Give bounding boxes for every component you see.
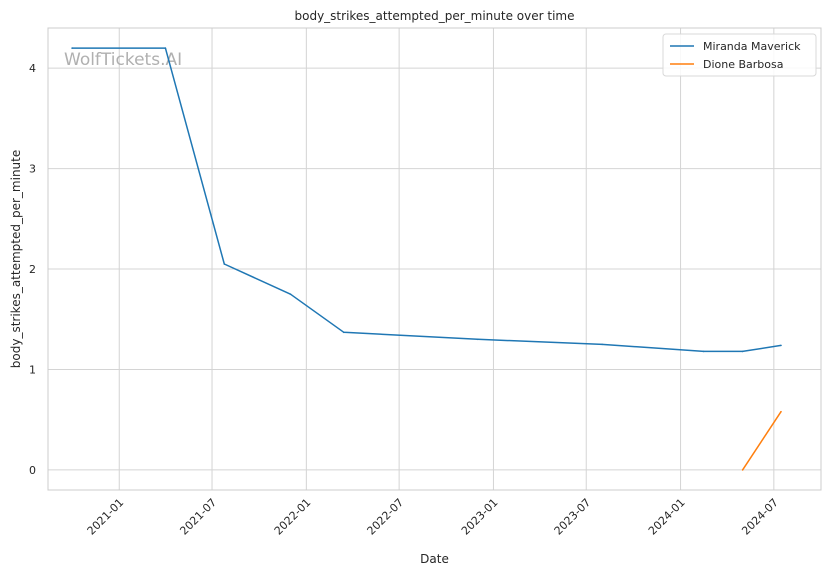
data-point-miranda-maverick [780, 344, 782, 347]
series-line-dione-barbosa [741, 411, 782, 471]
data-point-miranda-maverick [223, 263, 226, 265]
x-axis-title: Date [420, 552, 449, 566]
series-layer [71, 47, 782, 471]
y-tick-label: 0 [29, 464, 36, 477]
data-point-miranda-maverick [289, 293, 292, 295]
data-point-miranda-maverick [741, 350, 744, 353]
watermark: WolfTickets.AI [64, 50, 182, 70]
data-point-dione-barbosa [780, 410, 782, 413]
plot-area-frame [47, 27, 822, 491]
y-tick-label: 2 [29, 263, 36, 276]
chart-title: body_strikes_attempted_per_minute over t… [295, 9, 575, 23]
y-tick-label: 3 [29, 163, 36, 176]
legend-label-dione-barbosa: Dione Barbosa [703, 58, 784, 71]
y-axis-ticks: 0 1 2 3 4 [29, 62, 36, 477]
y-tick-label: 1 [29, 363, 36, 376]
y-tick-label: 4 [29, 62, 36, 75]
series-line-miranda-maverick [72, 47, 782, 353]
y-axis-title: body_strikes_attempted_per_minute [9, 150, 23, 368]
data-point-miranda-maverick [702, 350, 705, 353]
legend-label-miranda-maverick: Miranda Maverick [703, 40, 801, 53]
data-point-dione-barbosa [741, 469, 744, 471]
data-point-miranda-maverick [601, 343, 603, 346]
legend: Miranda Maverick Dione Barbosa [662, 33, 817, 77]
data-point-miranda-maverick [71, 47, 73, 49]
data-point-miranda-maverick [342, 331, 345, 334]
data-point-miranda-maverick [476, 338, 479, 341]
legend-box [662, 33, 817, 77]
data-point-miranda-maverick [164, 47, 167, 49]
